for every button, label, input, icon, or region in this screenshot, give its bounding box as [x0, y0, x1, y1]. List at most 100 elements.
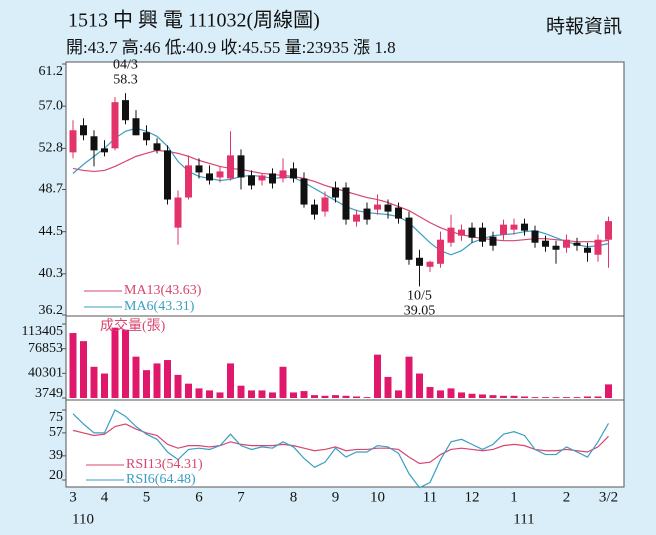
- volume-bar: [342, 395, 350, 398]
- x-tick-label: 8: [290, 489, 298, 505]
- candle-body: [185, 165, 192, 198]
- volume-bar: [468, 393, 476, 398]
- x-tick-label: 12: [465, 489, 480, 505]
- candle-body: [584, 247, 591, 253]
- candle-body: [174, 197, 182, 228]
- candle-body: [227, 155, 234, 179]
- candle-body: [416, 257, 423, 266]
- title: 1513 中 興 電 111032(周線圖): [68, 9, 320, 32]
- annotation: 39.05: [404, 304, 436, 319]
- candle-body: [447, 227, 455, 243]
- volume-bar: [206, 390, 213, 398]
- candle-body: [122, 100, 129, 121]
- y-tick-label: 20: [49, 468, 63, 483]
- y-tick-label: 76853: [28, 341, 63, 356]
- volume-bar: [552, 397, 560, 398]
- candle-body: [90, 136, 98, 151]
- volume-bar: [237, 385, 245, 398]
- y-tick-label: 57.0: [39, 98, 64, 113]
- volume-bar: [290, 392, 297, 398]
- candle-body: [437, 239, 444, 264]
- volume-bar: [332, 395, 339, 398]
- y-tick-label: 48.7: [39, 182, 64, 197]
- candle-body: [80, 125, 87, 136]
- candle-body: [384, 204, 392, 212]
- volume-bar: [300, 391, 308, 398]
- volume-bar: [248, 390, 255, 398]
- rsi-line: [72, 409, 610, 489]
- y-tick-label: 39: [49, 448, 63, 463]
- x-tick-label: 9: [332, 489, 340, 505]
- x-tick-label: 7: [237, 489, 245, 505]
- volume-bar: [353, 396, 360, 398]
- candle-body: [258, 175, 266, 181]
- y-tick-label: 61.2: [39, 64, 64, 79]
- candle-body: [164, 150, 171, 200]
- y-tick-label: 40.3: [39, 266, 64, 281]
- volume-bar: [101, 373, 108, 398]
- candle-body: [489, 236, 497, 246]
- x-tick-label: 6: [195, 489, 203, 505]
- panel: [65, 61, 625, 488]
- candle-body: [405, 217, 413, 260]
- year-label: 111: [513, 511, 534, 527]
- volume-bar: [510, 395, 518, 398]
- legend-label: MA6(43.31): [124, 299, 195, 314]
- legend-label: RSI13(54.31): [126, 457, 203, 472]
- candle-body: [594, 239, 602, 255]
- y-tick-label: 57: [49, 425, 63, 440]
- candle-body: [395, 207, 402, 219]
- volume-bar: [164, 360, 171, 398]
- panel-title: 成交量(張): [100, 317, 166, 334]
- volume-bar: [416, 373, 423, 398]
- volume-bar: [80, 341, 87, 398]
- candle-body: [573, 242, 581, 246]
- volume-bar: [216, 392, 224, 398]
- candle-body: [332, 187, 339, 198]
- y-tick-label: 44.5: [39, 224, 64, 239]
- volume-bar: [195, 388, 203, 398]
- x-tick-label: 5: [143, 489, 151, 505]
- volume-bar: [542, 397, 549, 398]
- volume-bar: [132, 356, 140, 398]
- candle-body: [143, 132, 150, 141]
- candle-body: [468, 227, 476, 238]
- volume-bar: [395, 390, 402, 398]
- candle-body: [300, 178, 308, 205]
- volume-bar: [90, 366, 98, 398]
- x-tick-label: 2: [563, 489, 571, 505]
- candle-body: [69, 130, 77, 153]
- x-tick-label: 3/2: [599, 489, 618, 505]
- candle-body: [342, 187, 350, 220]
- volume-bar: [269, 392, 276, 398]
- x-tick-label: 10: [370, 489, 385, 505]
- volume-bar: [521, 396, 528, 398]
- candle-body: [195, 165, 203, 173]
- volume-bar: [258, 390, 266, 398]
- volume-bar: [374, 354, 381, 398]
- candle-body: [353, 214, 360, 222]
- volume-bar: [405, 356, 413, 398]
- candle-body: [521, 223, 528, 231]
- candle-body: [605, 221, 612, 240]
- y-tick-label: 3749: [35, 386, 63, 401]
- volume-bar: [174, 374, 182, 398]
- volume-bar: [563, 397, 570, 398]
- legend-label: RSI6(64.48): [126, 472, 196, 487]
- volume-bar: [311, 395, 318, 398]
- volume-bar: [594, 396, 602, 398]
- x-tick-label: 3: [69, 489, 77, 505]
- y-tick-label: 75: [49, 410, 63, 425]
- source: 時報資訊: [546, 15, 622, 37]
- legend-label: MA13(43.63): [124, 283, 202, 298]
- volume-bar: [489, 395, 497, 398]
- volume-bar: [279, 366, 287, 398]
- volume-bar: [426, 387, 434, 398]
- candle-body: [216, 171, 224, 178]
- candle-body: [426, 261, 434, 267]
- annotation: 10/5: [407, 289, 432, 304]
- candle-body: [132, 118, 140, 136]
- candle-body: [290, 168, 297, 179]
